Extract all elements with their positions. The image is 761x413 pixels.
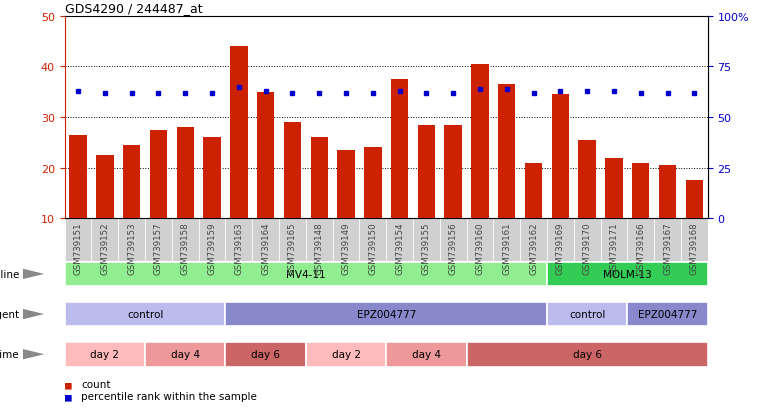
Bar — [391, 80, 409, 219]
Bar — [387, 219, 413, 261]
Bar — [145, 219, 172, 261]
Bar — [65, 219, 91, 261]
Bar — [552, 95, 569, 219]
Bar — [65, 262, 547, 287]
Bar — [333, 219, 359, 261]
Text: count: count — [81, 379, 111, 389]
Bar — [69, 135, 87, 219]
Bar — [364, 148, 381, 219]
Bar — [123, 145, 140, 219]
Text: percentile rank within the sample: percentile rank within the sample — [81, 392, 257, 401]
Bar — [547, 219, 574, 261]
Text: ■: ■ — [65, 379, 72, 389]
Text: MV4-11: MV4-11 — [286, 269, 326, 279]
Bar — [337, 151, 355, 219]
Bar — [279, 219, 306, 261]
Text: day 6: day 6 — [251, 349, 280, 359]
Bar — [547, 302, 627, 327]
Bar — [498, 85, 515, 219]
Text: control: control — [569, 309, 605, 319]
Bar — [225, 302, 547, 327]
Bar — [654, 219, 681, 261]
Bar — [91, 219, 118, 261]
Bar — [150, 131, 167, 219]
Bar — [257, 93, 275, 219]
Bar — [252, 219, 279, 261]
Bar — [65, 342, 145, 367]
Bar — [440, 219, 466, 261]
Bar — [306, 342, 387, 367]
Bar — [493, 219, 521, 261]
Text: EPZ004777: EPZ004777 — [356, 309, 416, 319]
Bar — [466, 219, 493, 261]
Bar — [681, 219, 708, 261]
Bar — [418, 125, 435, 219]
Text: day 4: day 4 — [412, 349, 441, 359]
Text: day 4: day 4 — [170, 349, 199, 359]
Bar — [145, 342, 225, 367]
Bar — [387, 342, 466, 367]
Bar — [65, 302, 225, 327]
Bar — [632, 163, 649, 219]
Bar — [225, 342, 306, 367]
Bar — [172, 219, 199, 261]
Text: day 2: day 2 — [332, 349, 361, 359]
Bar — [225, 219, 252, 261]
Bar — [444, 125, 462, 219]
Bar — [177, 128, 194, 219]
Text: day 6: day 6 — [573, 349, 602, 359]
Bar — [310, 138, 328, 219]
Text: control: control — [127, 309, 164, 319]
Text: agent: agent — [0, 309, 19, 319]
Bar — [284, 123, 301, 219]
Bar — [230, 47, 247, 219]
Text: time: time — [0, 349, 19, 359]
Text: GDS4290 / 244487_at: GDS4290 / 244487_at — [65, 2, 202, 15]
Bar — [659, 166, 677, 219]
Text: EPZ004777: EPZ004777 — [638, 309, 697, 319]
Bar — [203, 138, 221, 219]
Text: MOLM-13: MOLM-13 — [603, 269, 651, 279]
Bar — [627, 219, 654, 261]
Text: cell line: cell line — [0, 269, 19, 279]
Bar — [600, 219, 627, 261]
Bar — [521, 219, 547, 261]
Bar — [627, 302, 708, 327]
Bar — [413, 219, 440, 261]
Bar — [466, 342, 708, 367]
Bar — [574, 219, 600, 261]
Polygon shape — [23, 349, 44, 360]
Bar — [547, 262, 708, 287]
Polygon shape — [23, 269, 44, 280]
Bar — [525, 163, 543, 219]
Bar — [359, 219, 387, 261]
Text: ■: ■ — [65, 392, 72, 401]
Bar — [306, 219, 333, 261]
Bar — [605, 158, 622, 219]
Bar — [578, 140, 596, 219]
Bar — [96, 156, 113, 219]
Bar — [118, 219, 145, 261]
Bar — [686, 181, 703, 219]
Bar — [471, 64, 489, 219]
Text: day 2: day 2 — [91, 349, 119, 359]
Bar — [199, 219, 225, 261]
Polygon shape — [23, 309, 44, 320]
